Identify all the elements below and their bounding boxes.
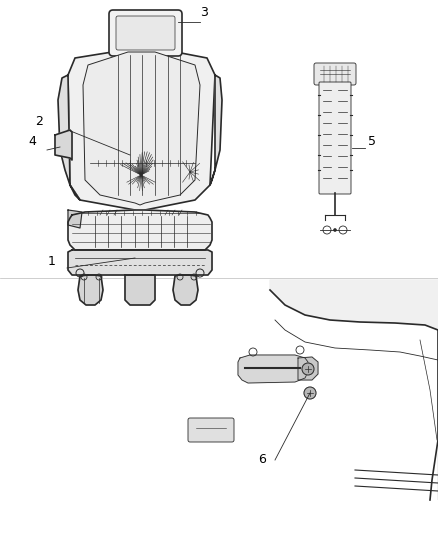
Polygon shape bbox=[173, 275, 198, 305]
Text: 1: 1 bbox=[48, 255, 56, 268]
Polygon shape bbox=[298, 357, 318, 380]
Polygon shape bbox=[270, 280, 438, 500]
Polygon shape bbox=[83, 52, 200, 205]
Polygon shape bbox=[68, 48, 215, 215]
Polygon shape bbox=[58, 75, 80, 200]
FancyBboxPatch shape bbox=[109, 10, 182, 56]
Text: 3: 3 bbox=[200, 6, 208, 19]
FancyBboxPatch shape bbox=[319, 82, 351, 194]
FancyBboxPatch shape bbox=[314, 63, 356, 85]
Circle shape bbox=[333, 229, 336, 231]
Text: 6: 6 bbox=[258, 453, 266, 466]
Polygon shape bbox=[238, 355, 308, 383]
Polygon shape bbox=[55, 130, 72, 160]
FancyBboxPatch shape bbox=[188, 418, 234, 442]
Polygon shape bbox=[68, 210, 82, 228]
Circle shape bbox=[302, 363, 314, 375]
Polygon shape bbox=[78, 275, 103, 305]
Text: 2: 2 bbox=[35, 115, 43, 128]
Polygon shape bbox=[125, 275, 155, 305]
Polygon shape bbox=[68, 250, 212, 275]
Text: 5: 5 bbox=[368, 135, 376, 148]
Circle shape bbox=[304, 387, 316, 399]
Text: 4: 4 bbox=[28, 135, 36, 148]
Polygon shape bbox=[210, 75, 222, 185]
FancyBboxPatch shape bbox=[116, 16, 175, 50]
Polygon shape bbox=[68, 210, 212, 250]
